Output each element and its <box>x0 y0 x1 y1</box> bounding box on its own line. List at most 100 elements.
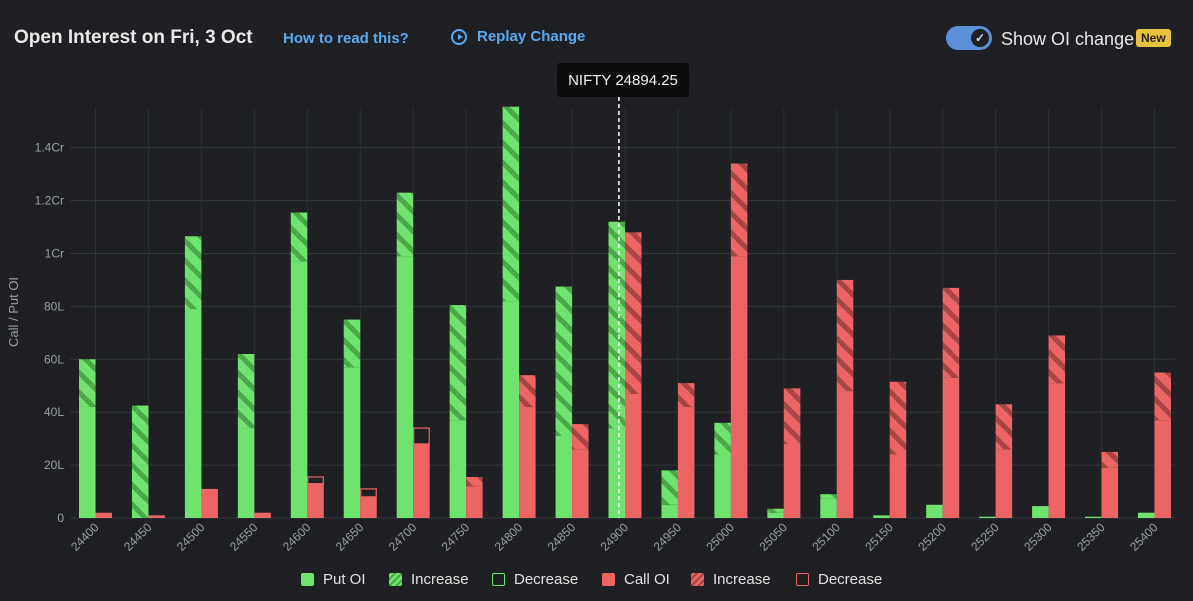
put-oi-segment <box>184 309 202 518</box>
x-tick-label: 25400 <box>1127 520 1161 554</box>
x-tick-label: 24500 <box>174 520 208 554</box>
put-bar-25150[interactable] <box>873 515 890 518</box>
call-bar-24900[interactable] <box>625 232 642 518</box>
call-bar-25350[interactable] <box>1101 451 1119 518</box>
put-bar-24650[interactable] <box>343 319 361 518</box>
put-bar-24950[interactable] <box>661 470 678 518</box>
put-bar-25100[interactable] <box>820 494 837 518</box>
put-bar-24500[interactable] <box>184 236 202 518</box>
put-oi-segment <box>555 436 573 518</box>
put-bar-24450[interactable] <box>131 405 149 518</box>
legend-label: Decrease <box>818 571 883 588</box>
call-increase-segment <box>1048 335 1066 384</box>
put-bar-24900[interactable] <box>608 221 626 518</box>
legend-put-oi[interactable]: Put OI <box>301 571 366 588</box>
put-bar-25350[interactable] <box>1085 516 1102 518</box>
put-oi-segment <box>820 498 837 518</box>
legend-put-decrease[interactable]: Decrease <box>492 571 578 588</box>
x-tick-label: 25200 <box>915 520 949 554</box>
checkmark-icon: ✓ <box>971 29 989 47</box>
call-decrease-segment <box>360 488 377 498</box>
put-bar-24750[interactable] <box>449 305 467 518</box>
call-bar-24450[interactable] <box>148 515 165 518</box>
call-bar-25200[interactable] <box>942 287 960 518</box>
put-increase-segment <box>290 212 308 262</box>
call-oi-segment <box>942 377 960 518</box>
put-bar-24600[interactable] <box>290 212 308 518</box>
call-bar-24950[interactable] <box>677 383 695 518</box>
call-bar-24650[interactable] <box>360 488 377 518</box>
x-tick-label: 25000 <box>704 520 738 554</box>
x-tick-label: 25350 <box>1074 520 1108 554</box>
put-bar-25200[interactable] <box>926 504 943 518</box>
x-tick-label: 25150 <box>862 520 896 554</box>
x-tick-label: 24850 <box>545 520 579 554</box>
call-bar-24800[interactable] <box>519 375 536 518</box>
replay-change-button[interactable]: Replay Change <box>451 28 585 45</box>
call-bar-24500[interactable] <box>201 488 218 518</box>
put-bar-25300[interactable] <box>1032 506 1049 518</box>
call-oi-swatch <box>602 573 615 586</box>
call-bar-24700[interactable] <box>413 427 430 518</box>
put-oi-segment <box>237 428 255 518</box>
put-bar-24700[interactable] <box>396 192 414 518</box>
put-bar-25050[interactable] <box>767 508 784 518</box>
call-bar-25400[interactable] <box>1154 372 1172 518</box>
legend-call-decrease[interactable]: Decrease <box>796 571 882 588</box>
put-increase-segment <box>396 192 414 257</box>
put-oi-segment <box>396 256 414 518</box>
call-bar-25050[interactable] <box>783 388 801 518</box>
call-bar-24850[interactable] <box>572 424 589 518</box>
put-increase-segment <box>131 405 149 518</box>
call-bar-25100[interactable] <box>836 279 854 518</box>
call-bar-25000[interactable] <box>730 163 748 518</box>
call-increase-segment <box>466 477 483 487</box>
legend-call-increase[interactable]: Increase <box>691 571 771 588</box>
call-bar-25250[interactable] <box>995 404 1013 518</box>
put-bar-24400[interactable] <box>79 359 96 518</box>
put-bar-24800[interactable] <box>502 106 520 518</box>
legend: Put OI Increase Decrease Call OI Increas… <box>0 571 1193 591</box>
legend-call-oi[interactable]: Call OI <box>602 571 670 588</box>
y-tick-label: 0 <box>57 511 64 525</box>
put-oi-segment <box>79 406 96 518</box>
call-bar-24750[interactable] <box>466 477 483 518</box>
put-increase-segment <box>820 494 837 499</box>
put-bar-24550[interactable] <box>237 354 255 518</box>
put-oi-segment <box>661 504 678 518</box>
put-bar-24850[interactable] <box>555 286 573 518</box>
call-increase-segment <box>677 383 695 407</box>
put-oi-segment <box>449 420 467 518</box>
call-oi-segment <box>360 496 377 518</box>
call-oi-segment <box>307 483 324 518</box>
legend-put-increase[interactable]: Increase <box>389 571 469 588</box>
play-circle-icon <box>451 28 467 45</box>
call-increase-segment <box>783 388 801 444</box>
put-bar-25000[interactable] <box>714 422 731 518</box>
call-bar-24400[interactable] <box>95 512 113 518</box>
x-tick-label: 24950 <box>651 520 685 554</box>
put-oi-swatch <box>301 573 314 586</box>
y-tick-label: 80L <box>44 299 64 313</box>
call-oi-segment <box>519 406 536 518</box>
put-increase-segment <box>555 286 573 436</box>
x-tick-label: 24450 <box>121 520 155 554</box>
how-to-read-link[interactable]: How to read this? <box>283 30 409 47</box>
call-bar-24550[interactable] <box>254 512 271 518</box>
put-decrease-swatch <box>492 573 505 586</box>
show-oi-change-toggle[interactable]: ✓ <box>946 26 992 50</box>
call-bar-25150[interactable] <box>889 381 907 518</box>
call-oi-segment <box>1154 420 1171 518</box>
put-oi-segment <box>608 428 625 518</box>
put-increase-segment <box>714 422 731 455</box>
call-increase-swatch <box>691 573 704 586</box>
spot-price-tooltip: NIFTY 24894.25 <box>557 63 689 97</box>
call-bar-24600[interactable] <box>307 476 324 518</box>
call-bar-25300[interactable] <box>1048 335 1066 518</box>
put-increase-segment <box>237 354 255 429</box>
put-bar-25250[interactable] <box>979 516 996 518</box>
put-bar-25400[interactable] <box>1138 512 1155 518</box>
put-oi-segment <box>767 512 784 518</box>
call-increase-segment <box>836 279 854 392</box>
call-increase-segment <box>625 232 642 394</box>
